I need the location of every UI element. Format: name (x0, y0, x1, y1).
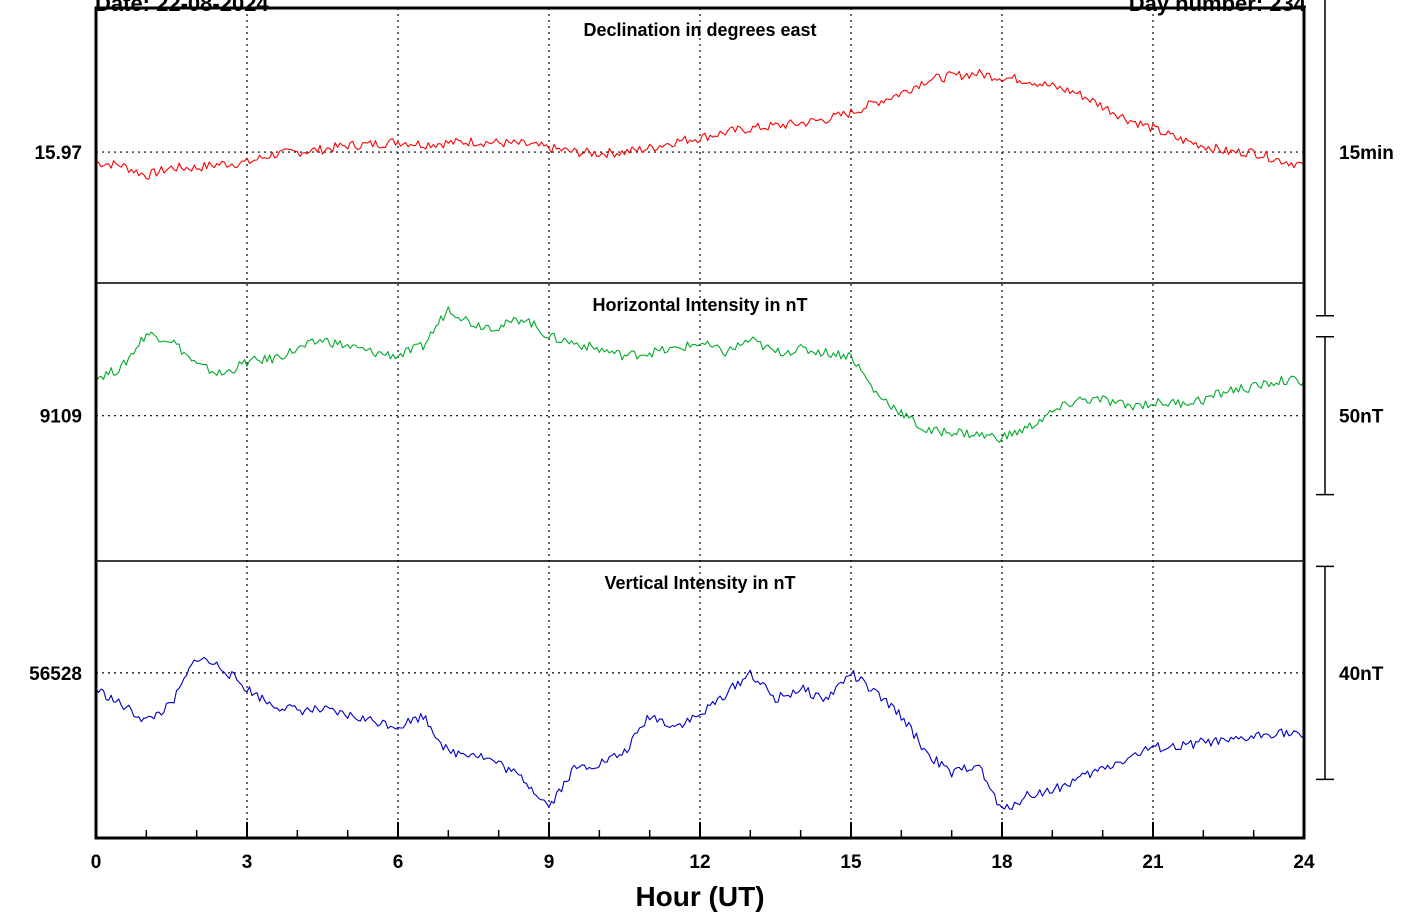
x-tick-label: 15 (840, 852, 862, 873)
x-tick-label: 24 (1293, 852, 1315, 873)
x-tick-label: 0 (91, 852, 102, 873)
scale-bar-label: 15min (1339, 143, 1394, 164)
baseline-label: 9109 (40, 407, 82, 428)
panel-title: Horizontal Intensity in nT (593, 295, 808, 315)
x-axis-label: Hour (UT) (635, 881, 764, 912)
scale-bar-label: 50nT (1339, 407, 1384, 428)
baseline-label: 15.97 (34, 143, 82, 164)
scale-bar-label: 40nT (1339, 664, 1384, 685)
x-tick-label: 6 (393, 852, 404, 873)
x-tick-label: 3 (242, 852, 253, 873)
panel-title: Vertical Intensity in nT (604, 573, 795, 593)
series-line (95, 306, 1305, 443)
series-line (95, 656, 1305, 810)
x-tick-label: 21 (1142, 852, 1164, 873)
series-line (95, 68, 1305, 180)
x-tick-label: 9 (544, 852, 555, 873)
x-tick-label: 12 (689, 852, 710, 873)
x-tick-label: 18 (991, 852, 1012, 873)
panel-title: Declination in degrees east (583, 20, 816, 40)
baseline-label: 56528 (29, 664, 82, 685)
